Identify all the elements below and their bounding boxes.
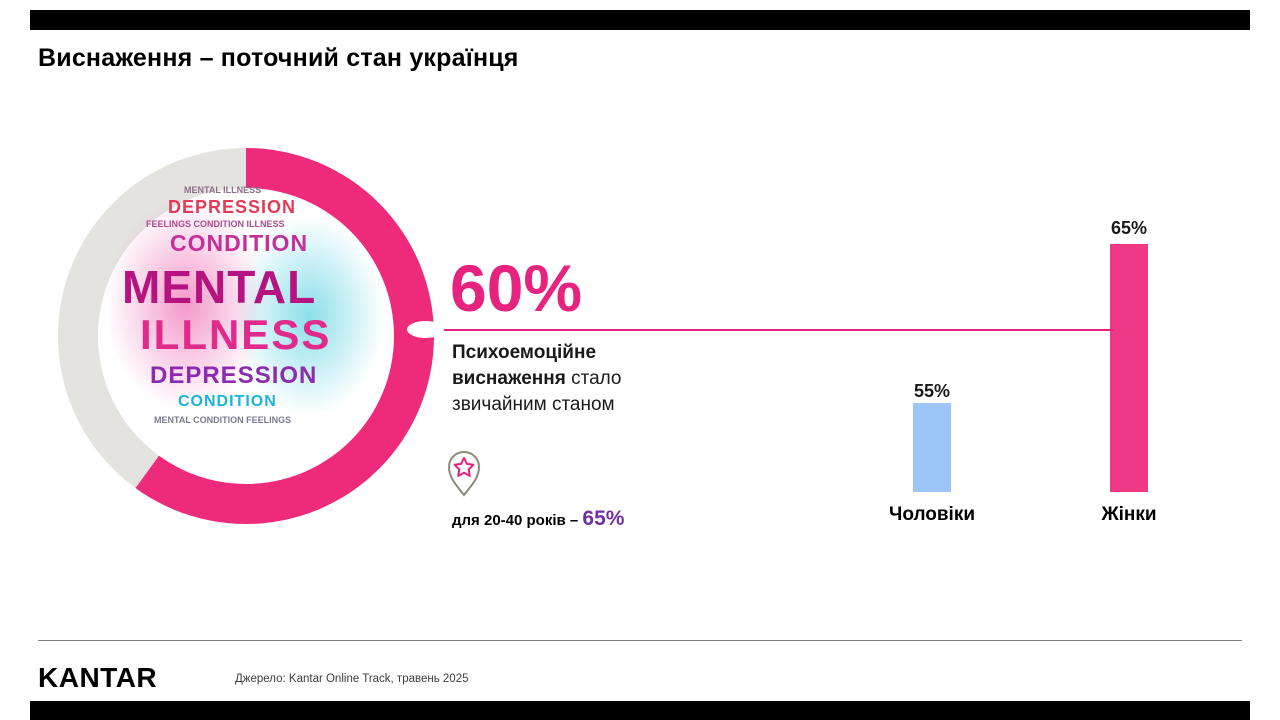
top-black-bar [30,10,1250,30]
callout-connector-line [426,329,1114,331]
desc-line2-bold: виснаження [452,368,566,390]
wordcloud-word: CONDITION [170,230,309,256]
star-pin-icon [444,448,484,503]
bar-value-men: 55% [913,381,951,401]
age-note-value: 65% [582,507,625,530]
footer-divider [38,640,1242,641]
kantar-logo: KANTAR [38,662,158,693]
source-text: Джерело: Kantar Online Track, травень 20… [235,673,469,685]
callout-description: Психоемоційне виснаження стало звичайним… [452,340,622,419]
wordcloud-word: DEPRESSION [150,362,318,389]
wordcloud-word: MENTAL CONDITION FEELINGS [154,415,292,425]
wordcloud-word: DEPRESSION [168,197,297,217]
wordcloud-word: ILLNESS [140,311,332,358]
age-note-text: для 20-40 років – [452,512,583,529]
wordcloud-word: FEELINGS CONDITION ILLNESS [146,219,285,229]
bar-men [913,403,951,492]
ring-marker-ellipse [407,321,444,338]
bar-women [1110,244,1148,492]
desc-line1: Психоемоційне [452,342,597,363]
age-note: для 20-40 років – 65% [452,507,624,531]
donut-value-label: 60% [450,251,583,325]
bar-value-women: 65% [1110,218,1148,238]
page-title: Виснаження – поточний стан українця [38,44,519,72]
bar-label-men: Чоловіки [888,504,976,525]
desc-line3: звичайним станом [452,394,615,416]
bottom-black-bar [30,701,1250,720]
bar-label-women: Жінки [1101,504,1157,525]
desc-line2-rest: стало [565,368,622,390]
bar-men-fill [913,403,951,492]
wordcloud-word: MENTAL ILLNESS [184,185,262,195]
bar-women-fill [1110,244,1148,492]
wordcloud-word: MENTAL [122,261,317,313]
wordcloud-word: CONDITION [178,393,277,410]
mental-illness-wordcloud: MENTAL ILLNESS DEPRESSION FEELINGS CONDI… [106,182,384,460]
cyan-head-shape [234,216,384,416]
